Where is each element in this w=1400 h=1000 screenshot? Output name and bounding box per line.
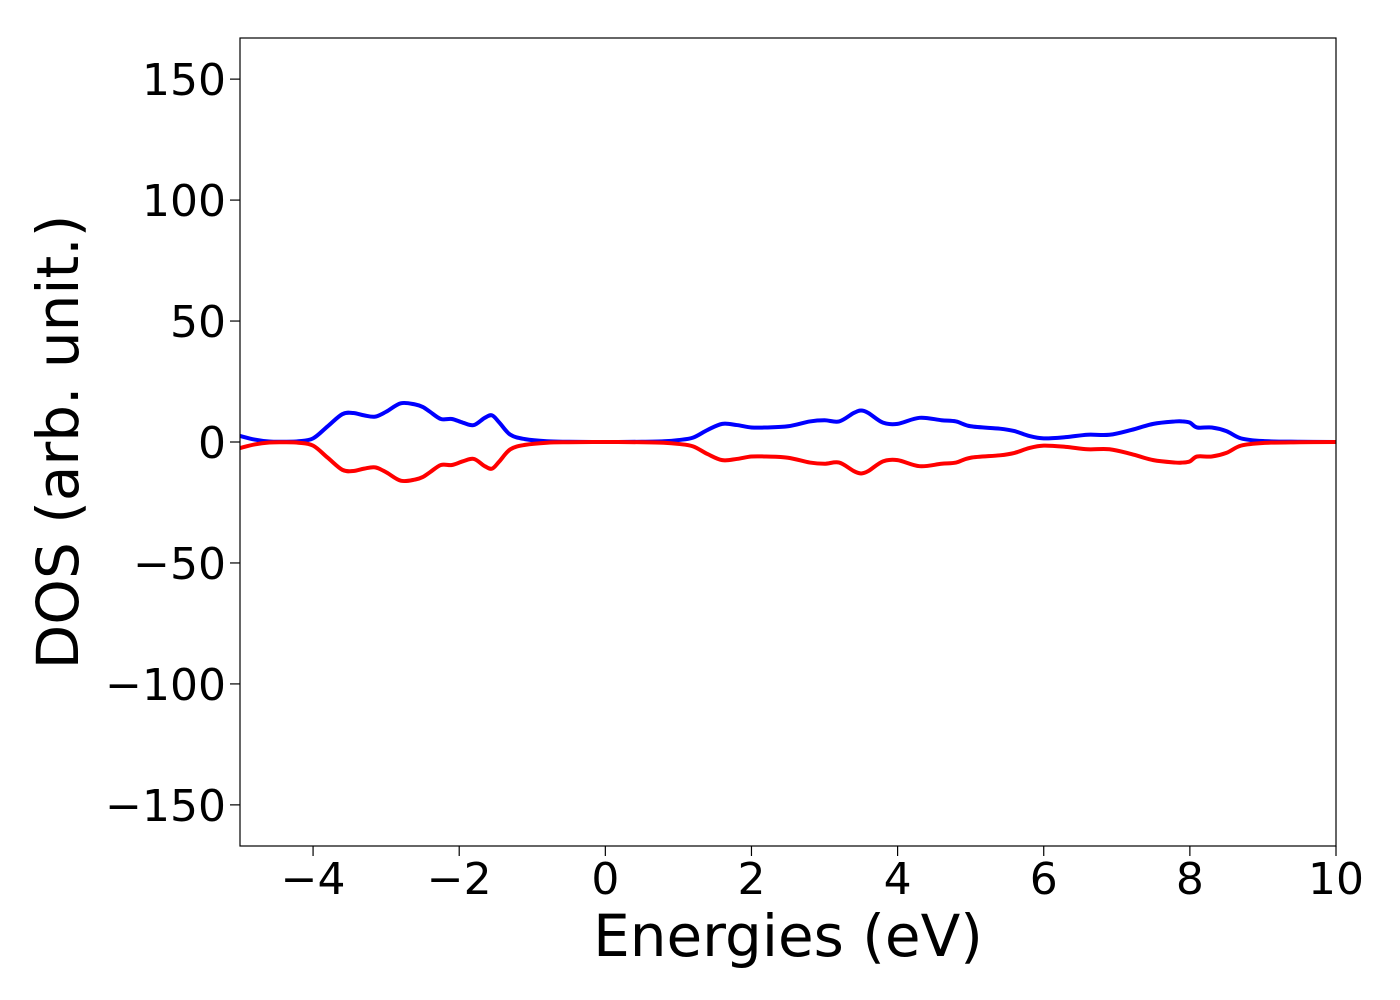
x-tick-label: 10 <box>1308 854 1364 905</box>
x-tick-label: 0 <box>591 854 619 905</box>
y-tick-label: 100 <box>142 176 226 227</box>
dos-series-line-up <box>240 400 1336 444</box>
x-tick-label: −4 <box>281 854 346 905</box>
x-axis-ticks: −4 −2 0 2 4 6 8 10 <box>281 846 1364 905</box>
x-axis-label: Energies (eV) <box>593 902 983 970</box>
y-tick-label: −150 <box>105 781 226 832</box>
x-tick-label: 6 <box>1030 854 1058 905</box>
y-tick-label: 0 <box>198 418 226 469</box>
y-axis-label: DOS (arb. unit.) <box>24 215 92 670</box>
y-tick-label: 150 <box>142 55 226 106</box>
plot-frame <box>239 37 1337 847</box>
y-tick-label: 50 <box>170 297 226 348</box>
y-axis-ticks: 150 100 50 0 −50 −100 −150 <box>105 55 240 832</box>
y-tick-label: −50 <box>133 539 226 590</box>
x-tick-label: −2 <box>427 854 492 905</box>
plot-area <box>240 400 1336 484</box>
dos-series-line-down <box>240 440 1336 484</box>
y-tick-label: −100 <box>105 660 226 711</box>
x-tick-label: 8 <box>1176 854 1204 905</box>
x-tick-label: 4 <box>884 854 912 905</box>
x-tick-label: 2 <box>737 854 765 905</box>
